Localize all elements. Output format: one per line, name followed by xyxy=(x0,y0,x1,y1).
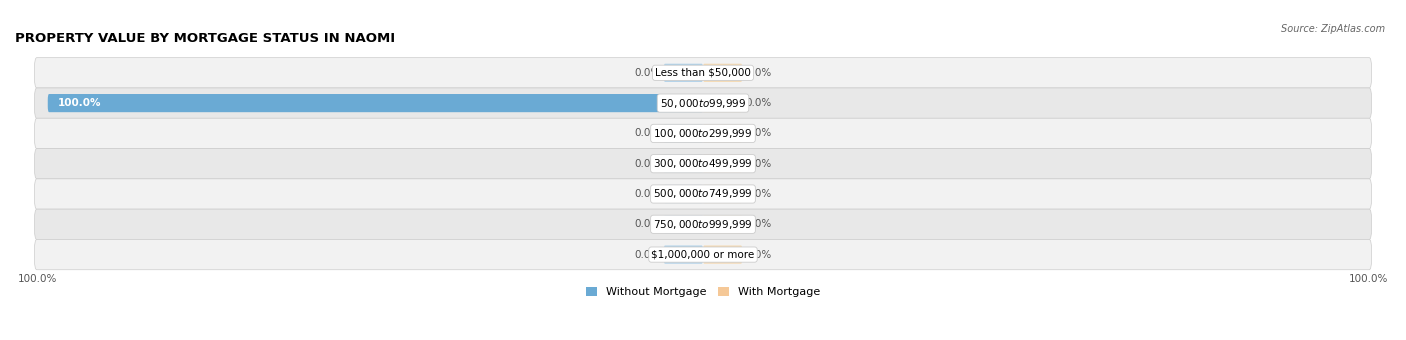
Text: 0.0%: 0.0% xyxy=(745,129,772,138)
Text: 0.0%: 0.0% xyxy=(634,189,661,199)
FancyBboxPatch shape xyxy=(703,245,742,264)
Text: 100.0%: 100.0% xyxy=(18,274,58,284)
FancyBboxPatch shape xyxy=(35,209,1371,239)
Text: $1,000,000 or more: $1,000,000 or more xyxy=(651,250,755,260)
FancyBboxPatch shape xyxy=(703,94,742,112)
FancyBboxPatch shape xyxy=(48,94,703,112)
Text: 0.0%: 0.0% xyxy=(745,159,772,169)
FancyBboxPatch shape xyxy=(35,118,1371,149)
Text: $300,000 to $499,999: $300,000 to $499,999 xyxy=(654,157,752,170)
Text: 0.0%: 0.0% xyxy=(745,189,772,199)
FancyBboxPatch shape xyxy=(35,58,1371,88)
FancyBboxPatch shape xyxy=(664,245,703,264)
Text: $100,000 to $299,999: $100,000 to $299,999 xyxy=(654,127,752,140)
Text: 0.0%: 0.0% xyxy=(634,129,661,138)
FancyBboxPatch shape xyxy=(703,124,742,142)
Text: $750,000 to $999,999: $750,000 to $999,999 xyxy=(654,218,752,231)
Text: Source: ZipAtlas.com: Source: ZipAtlas.com xyxy=(1281,24,1385,34)
FancyBboxPatch shape xyxy=(35,239,1371,270)
Text: 100.0%: 100.0% xyxy=(58,98,101,108)
FancyBboxPatch shape xyxy=(703,215,742,233)
FancyBboxPatch shape xyxy=(664,124,703,142)
FancyBboxPatch shape xyxy=(703,185,742,203)
FancyBboxPatch shape xyxy=(35,179,1371,209)
FancyBboxPatch shape xyxy=(703,64,742,82)
FancyBboxPatch shape xyxy=(35,88,1371,118)
Text: 0.0%: 0.0% xyxy=(745,68,772,78)
Text: 100.0%: 100.0% xyxy=(1348,274,1388,284)
Text: 0.0%: 0.0% xyxy=(745,219,772,229)
Text: PROPERTY VALUE BY MORTGAGE STATUS IN NAOMI: PROPERTY VALUE BY MORTGAGE STATUS IN NAO… xyxy=(15,32,395,45)
Text: 0.0%: 0.0% xyxy=(634,159,661,169)
Text: 0.0%: 0.0% xyxy=(634,219,661,229)
FancyBboxPatch shape xyxy=(664,64,703,82)
Text: $50,000 to $99,999: $50,000 to $99,999 xyxy=(659,97,747,109)
Text: 0.0%: 0.0% xyxy=(634,68,661,78)
FancyBboxPatch shape xyxy=(703,155,742,173)
Text: $500,000 to $749,999: $500,000 to $749,999 xyxy=(654,187,752,201)
Text: Less than $50,000: Less than $50,000 xyxy=(655,68,751,78)
FancyBboxPatch shape xyxy=(664,155,703,173)
Legend: Without Mortgage, With Mortgage: Without Mortgage, With Mortgage xyxy=(582,283,824,302)
FancyBboxPatch shape xyxy=(664,215,703,233)
Text: 0.0%: 0.0% xyxy=(745,250,772,260)
FancyBboxPatch shape xyxy=(664,185,703,203)
Text: 0.0%: 0.0% xyxy=(745,98,772,108)
Text: 0.0%: 0.0% xyxy=(634,250,661,260)
FancyBboxPatch shape xyxy=(35,149,1371,179)
